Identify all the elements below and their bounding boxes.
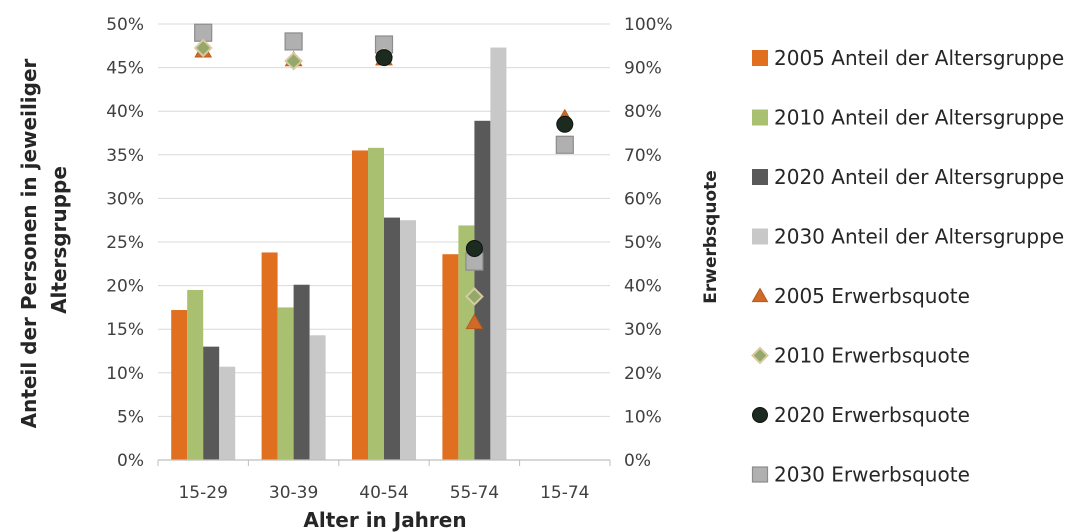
y-axis-left-tick-label: 35% — [106, 146, 144, 166]
bar-2005-anteil-der-altersgruppe-40-54 — [352, 150, 368, 460]
legend: 2005 Anteil der Altersgruppe 2010 Anteil … — [751, 46, 1064, 487]
x-axis-tick-label: 15-74 — [540, 483, 589, 503]
legend-label-2020-erwerbsquote: 2020 Erwerbsquote — [774, 403, 970, 427]
y-axis-right-tick-label: 10% — [624, 407, 662, 427]
bar-2020-anteil-der-altersgruppe-30-39 — [293, 284, 310, 460]
legend-swatch-2010-erwerbsquote — [751, 346, 769, 365]
bar-2005-anteil-der-altersgruppe-30-39 — [261, 252, 278, 460]
legend-label-2020-anteil-der-altersgruppe: 2020 Anteil der Altersgruppe — [774, 165, 1064, 189]
y-axis-right-tick-label: 60% — [624, 189, 662, 209]
svg-text:Anteil der Personen in jeweili: Anteil der Personen in jeweiliger Alters… — [17, 52, 71, 429]
y-axis-right-tick-label: 0% — [624, 451, 651, 471]
marker-2030-erwerbsquote-30-39 — [284, 32, 303, 51]
y-axis-right-tick-label: 50% — [624, 233, 662, 253]
y-axis-right-tick-label: 70% — [624, 146, 662, 166]
x-axis-ticks: 15-29 30-39 40-54 55-74 15-74 — [178, 483, 589, 503]
bar-2020-anteil-der-altersgruppe-55-74 — [474, 120, 491, 461]
erwerbsquote-markers — [193, 23, 574, 330]
bar-2030-anteil-der-altersgruppe-15-29 — [219, 366, 236, 460]
bar-2010-anteil-der-altersgruppe-30-39 — [277, 307, 294, 460]
y-axis-left-tick-label: 50% — [106, 15, 144, 35]
y-axis-left-ticks: 0% 5% 10% 15% 20% 25% 30% 35% 40% 45% 50% — [106, 15, 144, 471]
marker-2030-erwerbsquote-15-74 — [555, 135, 574, 154]
bar-2030-anteil-der-altersgruppe-55-74 — [490, 47, 507, 460]
y-axis-right-tick-label: 20% — [624, 364, 662, 384]
marker-2010-erwerbsquote-15-29 — [193, 38, 213, 58]
legend-label-2005-erwerbsquote: 2005 Erwerbsquote — [774, 284, 970, 308]
legend-swatch-2030-erwerbsquote — [751, 466, 769, 483]
bar-2005-anteil-der-altersgruppe-15-29 — [171, 310, 188, 460]
y-axis-right-tick-label: 80% — [624, 102, 662, 122]
x-axis-title: Alter in Jahren — [303, 508, 466, 532]
legend-swatch-2020-erwerbsquote — [752, 407, 768, 423]
legend-swatch-2020-anteil-der-altersgruppe — [752, 169, 768, 185]
y-axis-left-tick-label: 10% — [106, 364, 144, 384]
y-axis-left-tick-label: 15% — [106, 320, 144, 340]
y-axis-left-tick-label: 45% — [106, 59, 144, 79]
y-axis-left-tick-label: 25% — [106, 233, 144, 253]
bar-2010-anteil-der-altersgruppe-55-74 — [458, 225, 475, 460]
legend-label-2010-erwerbsquote: 2010 Erwerbsquote — [774, 344, 970, 368]
legend-swatch-2005-erwerbsquote — [751, 287, 769, 303]
legend-label-2010-anteil-der-altersgruppe: 2010 Anteil der Altersgruppe — [774, 106, 1064, 130]
y-axis-right-tick-label: 30% — [624, 320, 662, 340]
legend-label-2030-anteil-der-altersgruppe: 2030 Anteil der Altersgruppe — [774, 225, 1064, 249]
legend-swatch-2005-anteil-der-altersgruppe — [752, 50, 768, 66]
y-axis-left-tick-label: 40% — [106, 102, 144, 122]
y-axis-right-ticks: 0% 10% 20% 30% 40% 50% 60% 70% 80% 90% 100% — [624, 15, 673, 471]
y-axis-left-tick-label: 30% — [106, 189, 144, 209]
y-axis-left-tick-label: 0% — [117, 451, 144, 471]
legend-swatch-2010-anteil-der-altersgruppe — [752, 109, 768, 126]
bar-2020-anteil-der-altersgruppe-15-29 — [203, 346, 220, 460]
legend-swatch-2030-anteil-der-altersgruppe — [752, 228, 768, 245]
marker-2005-erwerbsquote-55-74 — [465, 313, 484, 330]
legend-label-2005-anteil-der-altersgruppe: 2005 Anteil der Altersgruppe — [774, 46, 1064, 70]
marker-2020-erwerbsquote-15-74 — [556, 115, 574, 133]
bars — [171, 47, 507, 461]
bar-2010-anteil-der-altersgruppe-15-29 — [187, 289, 204, 460]
y-axis-right-tick-label: 40% — [624, 277, 662, 297]
bar-2030-anteil-der-altersgruppe-40-54 — [400, 220, 416, 460]
y-axis-left-title: Anteil der Personen in jeweiliger Alters… — [17, 52, 71, 429]
y-axis-right-tick-label: 100% — [624, 15, 673, 35]
x-axis-tick-label: 15-29 — [178, 483, 227, 503]
bar-2030-anteil-der-altersgruppe-30-39 — [309, 335, 326, 460]
y-axis-left-title-line2: Altersgruppe — [47, 166, 71, 314]
bar-2020-anteil-der-altersgruppe-40-54 — [384, 217, 400, 460]
bar-2005-anteil-der-altersgruppe-55-74 — [442, 254, 459, 460]
bar-2010-anteil-der-altersgruppe-40-54 — [368, 147, 384, 460]
y-axis-right-tick-label: 90% — [624, 59, 662, 79]
marker-2020-erwerbsquote-55-74 — [465, 240, 483, 258]
y-axis-left-tick-label: 5% — [117, 407, 144, 427]
legend-label-2030-erwerbsquote: 2030 Erwerbsquote — [774, 463, 970, 487]
x-axis-tick-label: 30-39 — [269, 483, 318, 503]
marker-2010-erwerbsquote-55-74 — [464, 287, 484, 306]
y-axis-left-tick-label: 20% — [106, 277, 144, 297]
y-axis-right-title: Erwerbsquote — [701, 170, 721, 304]
marker-2020-erwerbsquote-40-54 — [375, 49, 393, 67]
x-axis-tick-label: 55-74 — [450, 483, 499, 503]
axes — [157, 459, 611, 466]
y-axis-left-title-line1: Anteil der Personen in jeweiliger — [17, 58, 41, 428]
marker-2010-erwerbsquote-30-39 — [284, 51, 304, 71]
x-axis-tick-label: 40-54 — [359, 483, 408, 503]
